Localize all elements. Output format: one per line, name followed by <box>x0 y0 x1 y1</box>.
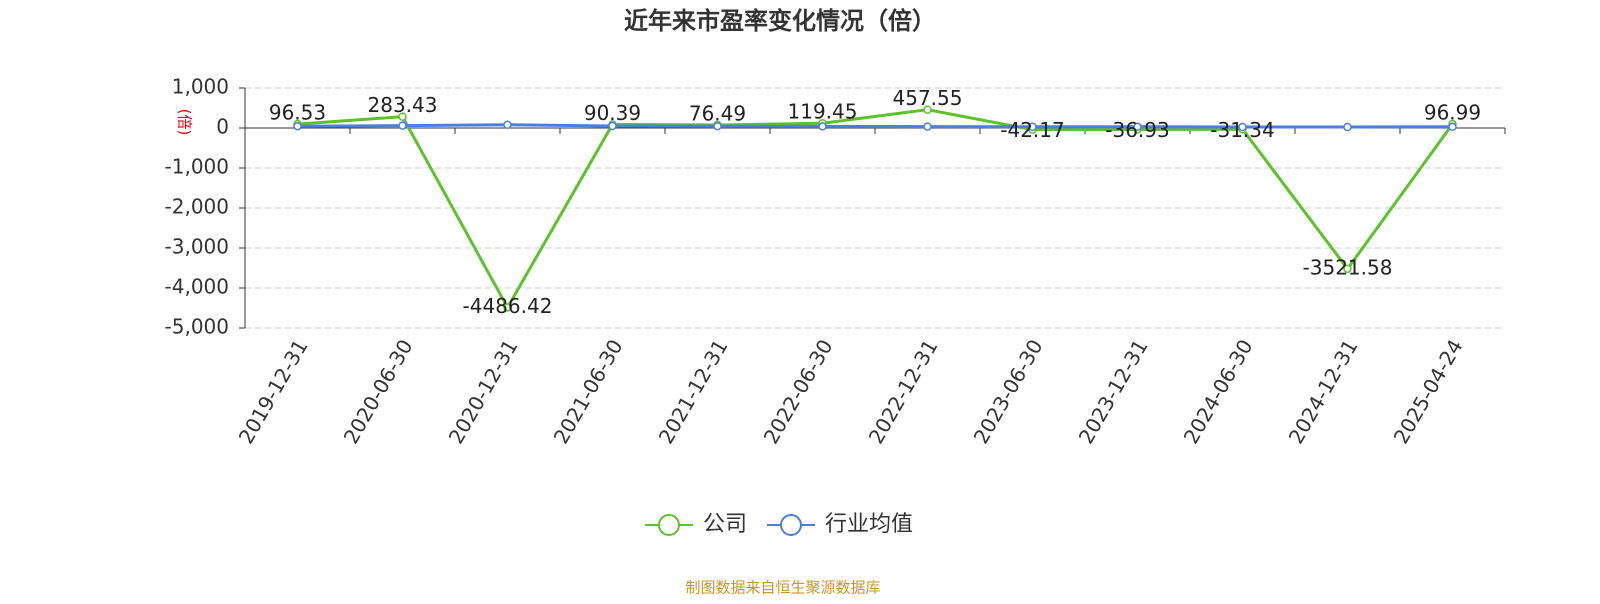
data-point <box>818 122 827 131</box>
data-label: 90.39 <box>584 101 641 125</box>
series-line <box>297 123 1453 129</box>
y-tick-label: -4,000 <box>165 275 229 299</box>
data-label: 96.99 <box>1424 101 1481 125</box>
x-tick-label: 2021-06-30 <box>549 335 628 448</box>
data-point <box>1028 122 1037 132</box>
legend-label: 行业均值 <box>825 512 913 537</box>
x-tick-label: 2023-06-30 <box>969 335 1048 448</box>
data-point <box>713 121 722 131</box>
data-point <box>1343 122 1352 132</box>
y-tick-label: -3,000 <box>165 235 229 259</box>
x-tick-label: 2022-06-30 <box>759 335 838 448</box>
data-label: -42.17 <box>1000 118 1064 142</box>
x-tick-label: 2022-12-31 <box>864 335 943 448</box>
data-label: 283.43 <box>368 93 438 117</box>
data-point <box>608 121 617 131</box>
x-tick-label: 2024-12-31 <box>1284 335 1363 448</box>
data-point <box>503 303 512 312</box>
legend-marker <box>780 514 803 536</box>
data-label: 76.49 <box>689 101 746 125</box>
data-label: -4486.42 <box>463 294 553 318</box>
y-tick-label: -5,000 <box>165 315 229 339</box>
data-label: 96.53 <box>269 101 326 125</box>
legend-label: 公司 <box>703 512 747 537</box>
data-point <box>503 120 512 130</box>
y-tick-label: 0 <box>216 115 229 139</box>
data-point <box>293 121 302 131</box>
data-label: 119.45 <box>788 100 858 124</box>
x-tick-label: 2020-12-31 <box>444 335 523 448</box>
x-tick-label: 2020-06-30 <box>339 335 418 448</box>
data-label: -31.34 <box>1210 118 1274 142</box>
chart-title: 近年来市盈率变化情况（倍） <box>624 7 936 35</box>
data-label: 457.55 <box>893 86 963 110</box>
data-point <box>923 105 932 114</box>
y-tick-label: -2,000 <box>165 195 229 219</box>
data-point <box>1238 122 1247 132</box>
data-label: -36.93 <box>1105 118 1169 142</box>
data-label: -3521.58 <box>1303 255 1393 279</box>
y-axis-label: (倍) <box>176 109 194 136</box>
y-tick-label: -1,000 <box>165 155 229 179</box>
source-note: 制图数据来自恒生聚源数据库 <box>685 579 880 597</box>
legend-marker <box>658 514 680 536</box>
data-point <box>1448 122 1457 132</box>
x-tick-label: 2021-12-31 <box>654 335 733 448</box>
x-tick-label: 2019-12-31 <box>234 335 313 448</box>
series-line <box>297 108 1454 311</box>
data-point <box>398 121 407 130</box>
y-tick-label: 1,000 <box>172 75 229 99</box>
data-point <box>398 112 407 121</box>
data-point <box>1343 264 1352 274</box>
data-point <box>923 122 932 131</box>
x-tick-label: 2024-06-30 <box>1179 335 1258 448</box>
x-tick-label: 2025-04-24 <box>1389 335 1468 448</box>
data-point <box>1133 122 1142 132</box>
x-tick-label: 2023-12-31 <box>1074 335 1153 448</box>
